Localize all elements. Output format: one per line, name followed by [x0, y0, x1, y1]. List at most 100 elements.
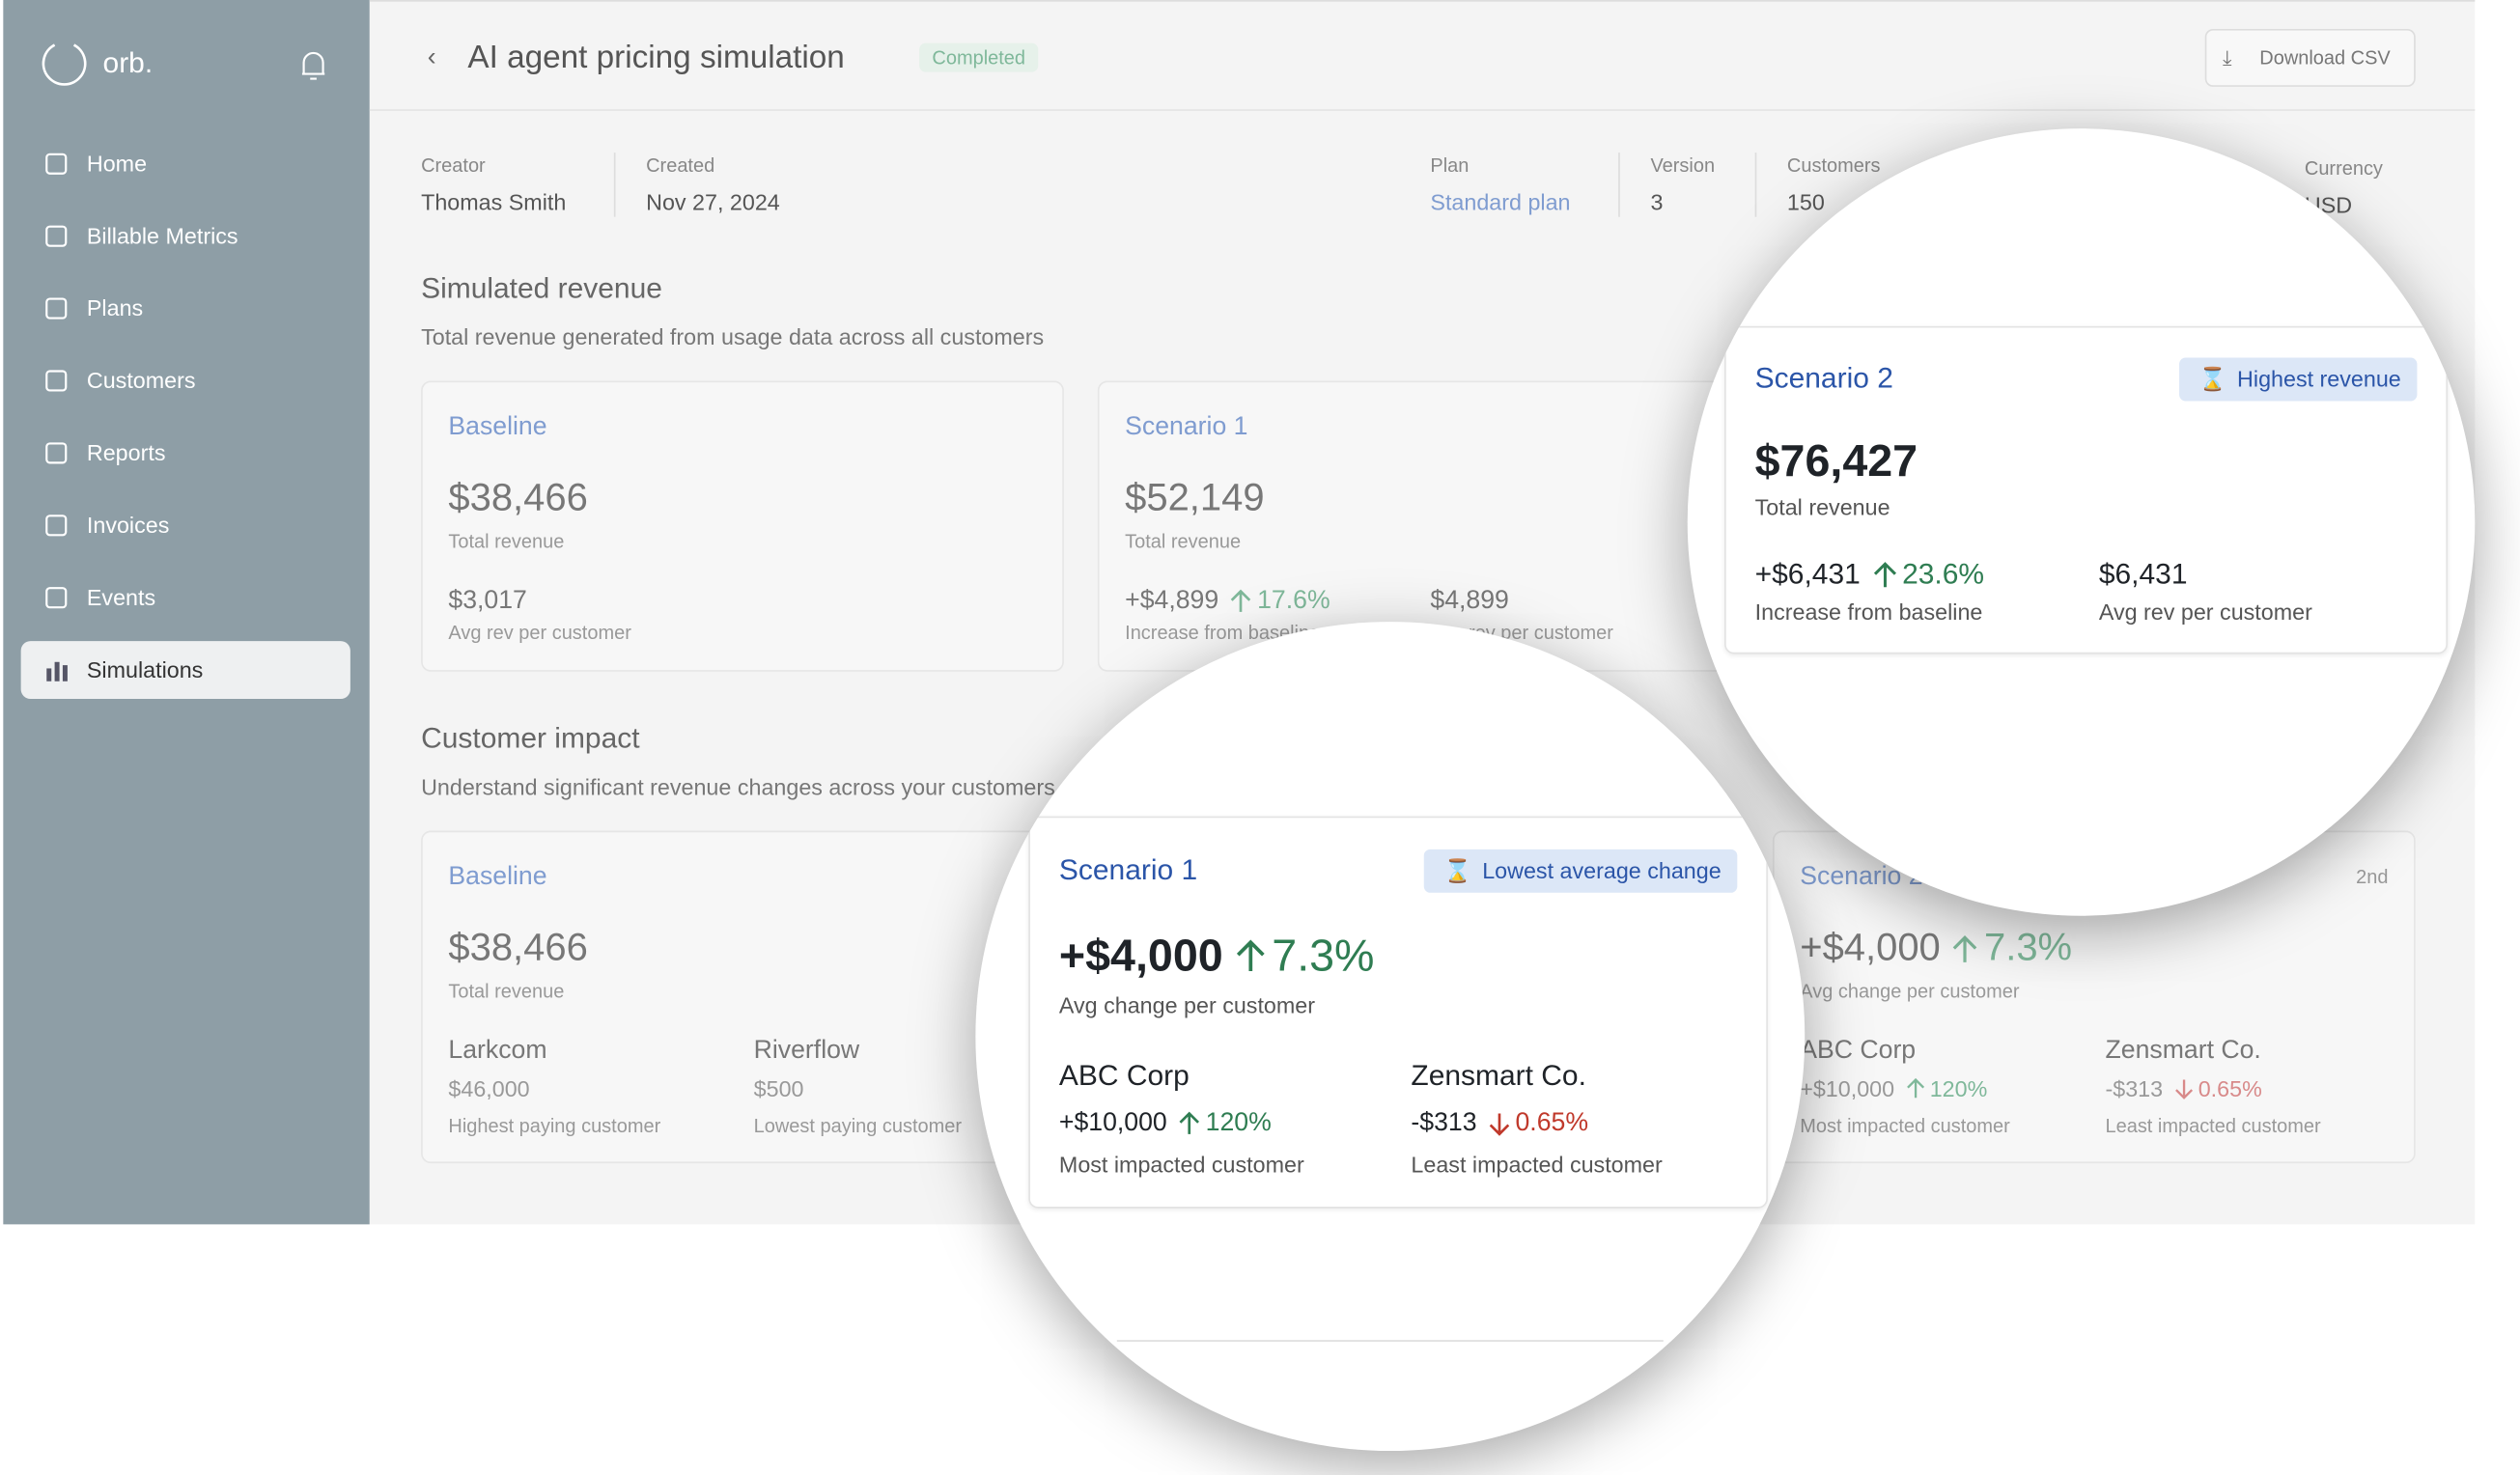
amount-row: +$4,000 7.3%	[1059, 929, 1375, 983]
meta-value: Thomas Smith	[421, 188, 567, 215]
card-badge: Highest revenue ⌛	[2179, 357, 2418, 402]
bell-icon[interactable]	[297, 48, 329, 84]
stat-change: 23.6%	[1902, 557, 1985, 591]
stat-value: $46,000	[448, 1075, 530, 1102]
amount: $52,149	[1125, 476, 1265, 520]
stat-name: Riverflow	[753, 1037, 860, 1065]
stat-label: Highest paying customer	[448, 1114, 661, 1138]
brand: orb.	[102, 46, 154, 79]
amount-label: Avg change per customer	[1058, 991, 1316, 1018]
stat-name: ABC Corp	[1058, 1059, 1190, 1092]
section-title: Simulated revenue	[421, 271, 662, 304]
zoom-card: Scenario 1 Lowest average change ⌛ +$4,000 7…	[1028, 816, 1768, 1209]
status-badge: Completed	[919, 42, 1039, 73]
amount-row: $52,149	[1125, 477, 1264, 523]
stat-value: $6,431	[2098, 557, 2188, 591]
stat-change: 0.65%	[1515, 1109, 1589, 1137]
stat-row: +$10,000 120%	[1059, 1108, 1272, 1139]
stat-value: $500	[753, 1075, 804, 1102]
stat-row: -$313 0.65%	[2105, 1076, 2261, 1103]
nav-item[interactable]: Reports	[86, 439, 166, 466]
page-title: AI agent pricing simulation	[467, 40, 845, 76]
arrow-up	[1953, 934, 1978, 962]
card-name: Scenario 1	[1125, 413, 1248, 441]
stat-row: $6,431	[2099, 558, 2188, 593]
stat-value: -$313	[1411, 1109, 1477, 1137]
logo-icon	[42, 43, 87, 86]
meta-label: Creator	[421, 153, 486, 177]
stat-label: Increase from baseline	[1754, 598, 1983, 625]
stat-name: ABC Corp	[1800, 1037, 1917, 1065]
download-icon: ⤓	[2223, 44, 2232, 70]
nav-icon	[45, 225, 68, 247]
nav-icon	[45, 587, 68, 609]
stat-change: 120%	[1205, 1109, 1272, 1137]
arrow-up	[1236, 938, 1265, 971]
amount: $38,466	[448, 926, 588, 970]
section-title: Customer impact	[421, 721, 640, 754]
amount: +$4,000	[1058, 931, 1223, 981]
nav-icon	[45, 297, 68, 320]
zoom-circle: Scenario 1 Lowest average change ⌛ +$4,000 7…	[975, 622, 1806, 1452]
amount-change: 7.3%	[1984, 926, 2073, 970]
amount: +$4,000	[1800, 926, 1941, 970]
stat-label: Avg rev per customer	[2098, 598, 2312, 625]
stat-row: $4,899	[1430, 586, 1508, 617]
amount-label: Total revenue	[448, 529, 565, 553]
nav-item[interactable]: Home	[86, 150, 148, 177]
card: Baseline $38,466 Total revenue Larkcom $46,0…	[421, 830, 1064, 1164]
stat-row: -$313 0.65%	[1411, 1108, 1588, 1139]
meta-value: Standard plan	[1430, 188, 1571, 215]
amount-row: +$4,000 7.3%	[1800, 927, 2072, 973]
amount: $38,466	[448, 476, 588, 520]
download-button[interactable]: Download CSV ⤓	[2204, 28, 2416, 87]
stat-label: Most impacted customer	[1058, 1151, 1304, 1178]
arrow-up	[1906, 1078, 1924, 1099]
stat-value: +$4,899	[1125, 587, 1219, 615]
nav-item[interactable]: Customers	[86, 367, 196, 394]
card-name: Scenario 2	[1754, 361, 1893, 395]
stat-label: Lowest paying customer	[753, 1114, 963, 1138]
stat-value: +$10,000	[1800, 1075, 1895, 1102]
amount-change: 7.3%	[1272, 931, 1375, 981]
stat-label: Least impacted customer	[1411, 1151, 1663, 1178]
meta-value: 150	[1786, 188, 1825, 215]
badge-icon: ⌛	[1443, 857, 1472, 883]
amount-label: Total revenue	[1125, 529, 1242, 553]
arrow-up	[1179, 1110, 1200, 1134]
card-name: Baseline	[448, 863, 547, 891]
stat-change: 0.65%	[2198, 1075, 2262, 1102]
nav-icon	[45, 153, 68, 175]
amount: $76,427	[1754, 435, 1918, 487]
meta-value: Nov 27, 2024	[646, 188, 780, 215]
arrow-down	[2174, 1080, 2193, 1100]
meta-divider	[613, 153, 616, 217]
nav-item[interactable]: Invoices	[86, 512, 170, 538]
card-name: Baseline	[448, 413, 547, 441]
back-button[interactable]: ‹	[427, 43, 436, 71]
stat-label: Least impacted customer	[2105, 1114, 2321, 1138]
nav-item[interactable]: Plans	[86, 294, 144, 321]
stat-row: $46,000	[448, 1076, 529, 1103]
meta-label: Plan	[1430, 153, 1470, 177]
nav-item[interactable]: Billable Metrics	[86, 222, 238, 249]
stat-row: +$4,899 17.6%	[1125, 586, 1330, 617]
nav-item[interactable]: Simulations	[86, 656, 204, 682]
badge-icon: ⌛	[2198, 365, 2227, 392]
stat-label: Avg rev per customer	[448, 621, 631, 645]
amount-label: Total revenue	[448, 980, 565, 1003]
nav-active-bg	[20, 641, 350, 700]
nav-item[interactable]: Events	[86, 584, 156, 610]
arrow-down	[1489, 1112, 1510, 1136]
nav-icon	[45, 370, 68, 392]
amount-row: $38,466	[448, 927, 587, 973]
meta-divider	[1754, 153, 1757, 217]
meta-label: Customers	[1786, 153, 1881, 177]
amount-label: Avg change per customer	[1800, 980, 2020, 1003]
meta-label: Created	[646, 153, 715, 177]
stat-value: -$313	[2105, 1075, 2164, 1102]
meta-value: 3	[1650, 188, 1664, 215]
stat-label: Most impacted customer	[1800, 1114, 2010, 1138]
stat-name: Larkcom	[448, 1037, 547, 1065]
